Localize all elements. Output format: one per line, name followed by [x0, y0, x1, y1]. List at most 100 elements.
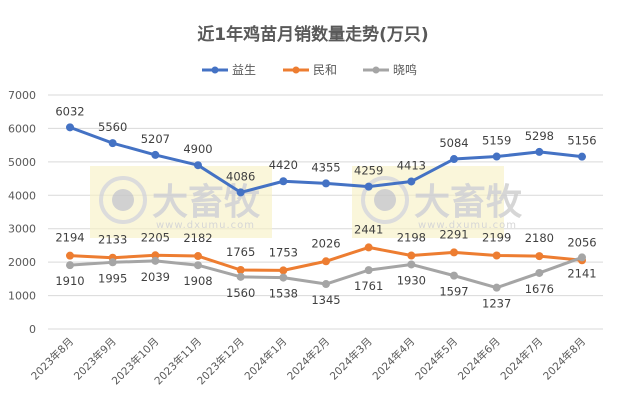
data-point[interactable] — [322, 179, 330, 188]
data-point[interactable] — [450, 155, 458, 164]
data-point[interactable] — [279, 177, 288, 186]
legend-item[interactable]: 民和 — [283, 63, 337, 77]
data-point[interactable] — [66, 251, 74, 260]
data-point[interactable] — [364, 182, 373, 191]
data-point[interactable] — [151, 150, 160, 159]
data-point[interactable] — [236, 265, 245, 274]
data-point[interactable] — [151, 256, 160, 265]
data-label: 5207 — [141, 132, 170, 146]
legend-marker-icon — [372, 66, 380, 74]
y-tick-label: 0 — [29, 323, 36, 336]
data-point[interactable] — [322, 280, 330, 289]
data-point[interactable] — [492, 251, 501, 260]
data-labels: 6032 5560 5207 4900 4086 4420 4355 4259 4413 5084… — [55, 104, 596, 310]
svg-text:www.dxumu.com: www.dxumu.com — [418, 220, 517, 231]
x-tick-label: 2024年8月 — [540, 335, 588, 383]
data-label: 5159 — [482, 134, 511, 148]
data-point[interactable] — [322, 257, 330, 266]
data-label: 2205 — [141, 230, 170, 244]
data-label: 4086 — [226, 169, 255, 183]
legend-marker-icon — [292, 66, 300, 74]
x-tick-label: 2024年3月 — [327, 335, 375, 383]
data-label: 2182 — [183, 231, 212, 245]
data-point[interactable] — [279, 266, 288, 275]
data-label: 2026 — [311, 236, 340, 250]
data-label: 1761 — [354, 279, 383, 293]
x-tick-label: 2023年9月 — [71, 335, 119, 383]
y-tick-label: 4000 — [8, 189, 36, 202]
data-point[interactable] — [236, 188, 245, 197]
data-label: 1753 — [269, 245, 298, 259]
data-point[interactable] — [236, 272, 245, 281]
data-label: 1930 — [397, 273, 426, 287]
legend-label: 晓鸣 — [393, 62, 417, 77]
data-point[interactable] — [535, 147, 544, 156]
eye-logo-icon — [361, 176, 409, 224]
data-point[interactable] — [364, 243, 373, 252]
x-tick-label: 2024年7月 — [498, 335, 546, 383]
data-label: 5560 — [98, 120, 127, 134]
data-point[interactable] — [578, 253, 586, 262]
data-label: 2141 — [567, 266, 596, 280]
y-tick-label: 5000 — [8, 156, 36, 169]
data-point[interactable] — [151, 251, 160, 260]
y-tick-label: 3000 — [8, 223, 36, 236]
data-label: 1345 — [311, 293, 340, 307]
data-label: 1597 — [439, 285, 468, 299]
y-axis: 0 1000 2000 3000 4000 5000 6000 7000 — [8, 89, 36, 336]
y-tick-label: 2000 — [8, 256, 36, 269]
data-label: 1910 — [55, 274, 84, 288]
data-point[interactable] — [450, 248, 458, 257]
data-label: 1908 — [183, 274, 212, 288]
y-tick-label: 7000 — [8, 89, 36, 102]
data-point[interactable] — [364, 266, 373, 275]
data-point[interactable] — [492, 283, 501, 292]
data-point[interactable] — [535, 252, 544, 261]
data-label: 4413 — [397, 158, 426, 172]
data-point[interactable] — [450, 271, 458, 280]
data-label: 2198 — [397, 231, 426, 245]
data-label: 2194 — [55, 231, 84, 245]
data-label: 2133 — [98, 233, 127, 247]
data-point[interactable] — [108, 258, 117, 267]
x-axis: 2023年8月2023年9月2023年10月2023年11月2023年12月20… — [28, 335, 588, 387]
data-point[interactable] — [66, 261, 74, 270]
data-point[interactable] — [194, 161, 202, 170]
x-tick-label: 2024年4月 — [370, 335, 418, 383]
data-label: 1538 — [269, 287, 298, 301]
data-point[interactable] — [279, 273, 288, 282]
data-label: 1995 — [98, 271, 127, 285]
y-tick-label: 6000 — [8, 122, 36, 135]
legend-item[interactable]: 晓鸣 — [363, 62, 417, 77]
data-label: 4420 — [269, 158, 298, 172]
data-point[interactable] — [535, 268, 544, 277]
data-point[interactable] — [578, 152, 586, 161]
data-label: 1560 — [226, 286, 255, 300]
data-label: 2291 — [439, 227, 468, 241]
data-label: 2180 — [525, 231, 554, 245]
data-label: 1237 — [482, 297, 511, 311]
data-label: 5084 — [439, 136, 468, 150]
data-label: 2441 — [354, 222, 383, 236]
legend-item[interactable]: 益生 — [202, 63, 256, 77]
data-label: 2199 — [482, 230, 511, 244]
series-3 — [66, 253, 586, 292]
svg-text:大畜牧: 大畜牧 — [414, 182, 523, 223]
chart-legend: 益生 民和 晓鸣 — [202, 62, 417, 77]
data-label: 2056 — [567, 235, 596, 249]
data-point[interactable] — [492, 152, 501, 161]
data-point[interactable] — [108, 139, 117, 148]
data-point[interactable] — [407, 251, 416, 260]
data-point[interactable] — [407, 260, 416, 269]
data-point[interactable] — [66, 123, 74, 132]
data-label: 4900 — [183, 142, 212, 156]
data-point[interactable] — [194, 261, 202, 270]
data-point[interactable] — [194, 252, 202, 261]
data-label: 5298 — [525, 129, 554, 143]
data-point[interactable] — [407, 177, 416, 186]
data-label: 4259 — [354, 164, 383, 178]
x-tick-label: 2024年1月 — [242, 335, 290, 383]
